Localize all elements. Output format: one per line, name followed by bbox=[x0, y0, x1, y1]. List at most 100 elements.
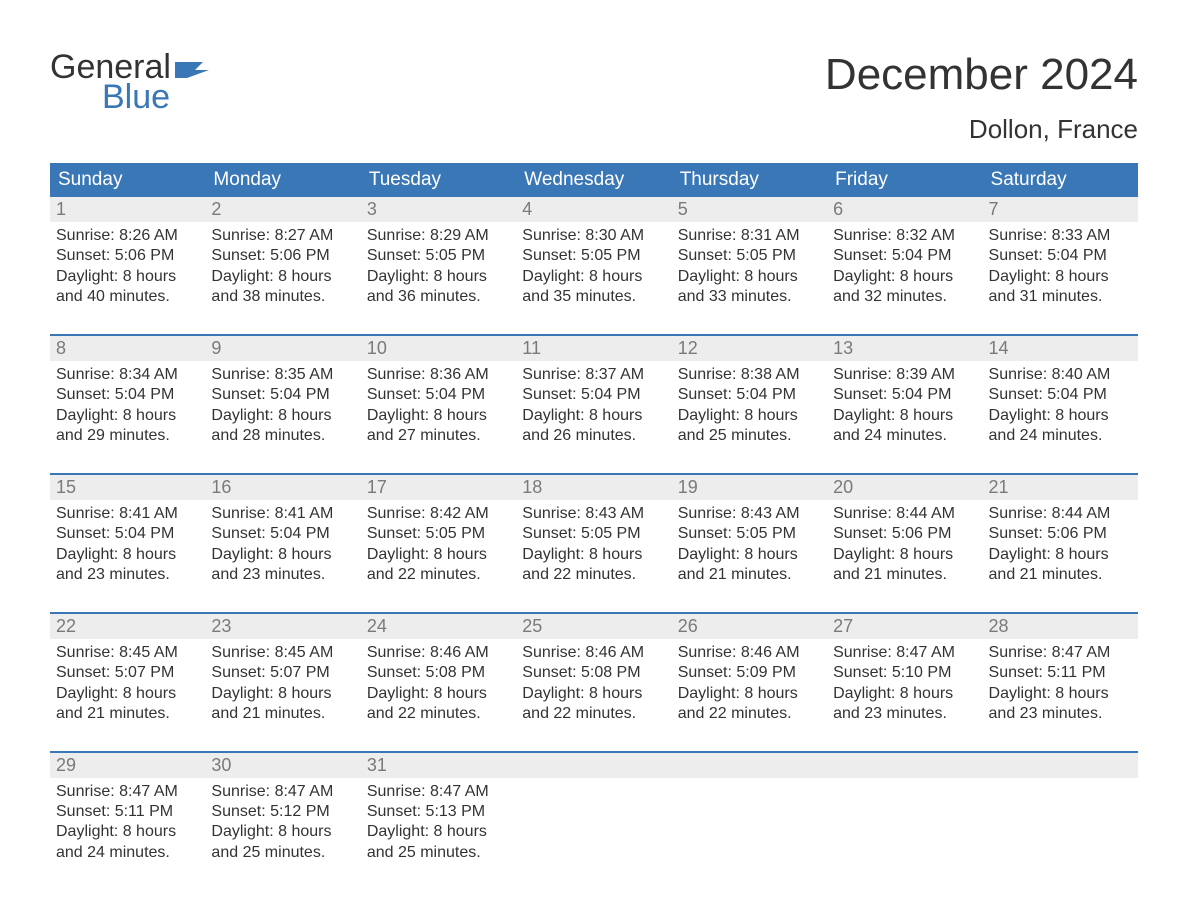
day-sunrise: Sunrise: 8:34 AM bbox=[56, 365, 199, 385]
day-detail bbox=[672, 778, 827, 848]
day-number bbox=[983, 753, 1138, 778]
day-daylight1: Daylight: 8 hours bbox=[367, 545, 510, 565]
day-sunrise: Sunrise: 8:30 AM bbox=[522, 226, 665, 246]
day-number: 13 bbox=[827, 336, 982, 361]
day-number: 30 bbox=[205, 753, 360, 778]
day-number: 5 bbox=[672, 197, 827, 222]
day-sunset: Sunset: 5:05 PM bbox=[522, 246, 665, 266]
day-detail bbox=[983, 778, 1138, 848]
day-daylight2: and 21 minutes. bbox=[56, 704, 199, 724]
day-sunrise: Sunrise: 8:42 AM bbox=[367, 504, 510, 524]
day-detail: Sunrise: 8:45 AMSunset: 5:07 PMDaylight:… bbox=[50, 639, 205, 725]
calendar-week: 15Sunrise: 8:41 AMSunset: 5:04 PMDayligh… bbox=[50, 473, 1138, 594]
day-detail: Sunrise: 8:33 AMSunset: 5:04 PMDaylight:… bbox=[983, 222, 1138, 308]
day-sunrise: Sunrise: 8:47 AM bbox=[833, 643, 976, 663]
day-sunrise: Sunrise: 8:43 AM bbox=[522, 504, 665, 524]
calendar-day-cell: 7Sunrise: 8:33 AMSunset: 5:04 PMDaylight… bbox=[983, 197, 1138, 316]
day-sunset: Sunset: 5:07 PM bbox=[56, 663, 199, 683]
day-daylight2: and 22 minutes. bbox=[678, 704, 821, 724]
calendar-day-cell: 27Sunrise: 8:47 AMSunset: 5:10 PMDayligh… bbox=[827, 614, 982, 733]
day-sunrise: Sunrise: 8:46 AM bbox=[367, 643, 510, 663]
day-sunset: Sunset: 5:05 PM bbox=[678, 246, 821, 266]
calendar-day-cell bbox=[827, 753, 982, 872]
day-daylight2: and 25 minutes. bbox=[211, 843, 354, 863]
day-detail: Sunrise: 8:39 AMSunset: 5:04 PMDaylight:… bbox=[827, 361, 982, 447]
calendar-day-cell: 16Sunrise: 8:41 AMSunset: 5:04 PMDayligh… bbox=[205, 475, 360, 594]
day-sunrise: Sunrise: 8:47 AM bbox=[367, 782, 510, 802]
day-daylight2: and 31 minutes. bbox=[989, 287, 1132, 307]
day-detail: Sunrise: 8:44 AMSunset: 5:06 PMDaylight:… bbox=[827, 500, 982, 586]
day-sunrise: Sunrise: 8:31 AM bbox=[678, 226, 821, 246]
day-number: 18 bbox=[516, 475, 671, 500]
calendar-day-cell bbox=[672, 753, 827, 872]
day-daylight1: Daylight: 8 hours bbox=[56, 267, 199, 287]
day-number: 2 bbox=[205, 197, 360, 222]
calendar-day-cell: 22Sunrise: 8:45 AMSunset: 5:07 PMDayligh… bbox=[50, 614, 205, 733]
day-daylight2: and 22 minutes. bbox=[522, 565, 665, 585]
day-number: 20 bbox=[827, 475, 982, 500]
day-sunrise: Sunrise: 8:47 AM bbox=[989, 643, 1132, 663]
day-daylight1: Daylight: 8 hours bbox=[522, 406, 665, 426]
day-sunset: Sunset: 5:05 PM bbox=[522, 524, 665, 544]
logo: General Blue bbox=[50, 50, 209, 114]
day-daylight2: and 25 minutes. bbox=[367, 843, 510, 863]
day-sunset: Sunset: 5:07 PM bbox=[211, 663, 354, 683]
calendar-day-cell: 15Sunrise: 8:41 AMSunset: 5:04 PMDayligh… bbox=[50, 475, 205, 594]
day-detail: Sunrise: 8:42 AMSunset: 5:05 PMDaylight:… bbox=[361, 500, 516, 586]
day-sunset: Sunset: 5:04 PM bbox=[833, 246, 976, 266]
day-detail: Sunrise: 8:32 AMSunset: 5:04 PMDaylight:… bbox=[827, 222, 982, 308]
day-number: 1 bbox=[50, 197, 205, 222]
calendar-week: 29Sunrise: 8:47 AMSunset: 5:11 PMDayligh… bbox=[50, 751, 1138, 872]
day-detail: Sunrise: 8:31 AMSunset: 5:05 PMDaylight:… bbox=[672, 222, 827, 308]
day-number bbox=[516, 753, 671, 778]
day-daylight2: and 24 minutes. bbox=[56, 843, 199, 863]
weekday-header: Thursday bbox=[672, 163, 827, 197]
day-sunset: Sunset: 5:05 PM bbox=[678, 524, 821, 544]
day-sunrise: Sunrise: 8:46 AM bbox=[678, 643, 821, 663]
calendar-day-cell: 9Sunrise: 8:35 AMSunset: 5:04 PMDaylight… bbox=[205, 336, 360, 455]
calendar-day-cell: 29Sunrise: 8:47 AMSunset: 5:11 PMDayligh… bbox=[50, 753, 205, 872]
day-daylight2: and 33 minutes. bbox=[678, 287, 821, 307]
calendar-day-cell: 21Sunrise: 8:44 AMSunset: 5:06 PMDayligh… bbox=[983, 475, 1138, 594]
day-detail: Sunrise: 8:47 AMSunset: 5:11 PMDaylight:… bbox=[50, 778, 205, 864]
day-number: 31 bbox=[361, 753, 516, 778]
day-number: 22 bbox=[50, 614, 205, 639]
calendar-day-cell: 28Sunrise: 8:47 AMSunset: 5:11 PMDayligh… bbox=[983, 614, 1138, 733]
day-detail: Sunrise: 8:47 AMSunset: 5:11 PMDaylight:… bbox=[983, 639, 1138, 725]
header-area: General Blue December 2024 Dollon, Franc… bbox=[50, 50, 1138, 145]
weekday-header-row: Sunday Monday Tuesday Wednesday Thursday… bbox=[50, 163, 1138, 197]
day-number: 19 bbox=[672, 475, 827, 500]
day-detail: Sunrise: 8:43 AMSunset: 5:05 PMDaylight:… bbox=[516, 500, 671, 586]
day-sunrise: Sunrise: 8:32 AM bbox=[833, 226, 976, 246]
day-daylight2: and 23 minutes. bbox=[989, 704, 1132, 724]
day-number: 3 bbox=[361, 197, 516, 222]
day-detail: Sunrise: 8:43 AMSunset: 5:05 PMDaylight:… bbox=[672, 500, 827, 586]
day-sunset: Sunset: 5:06 PM bbox=[56, 246, 199, 266]
calendar-day-cell: 26Sunrise: 8:46 AMSunset: 5:09 PMDayligh… bbox=[672, 614, 827, 733]
day-detail: Sunrise: 8:46 AMSunset: 5:08 PMDaylight:… bbox=[516, 639, 671, 725]
day-sunset: Sunset: 5:04 PM bbox=[678, 385, 821, 405]
day-daylight1: Daylight: 8 hours bbox=[989, 684, 1132, 704]
day-daylight1: Daylight: 8 hours bbox=[678, 684, 821, 704]
calendar-day-cell: 24Sunrise: 8:46 AMSunset: 5:08 PMDayligh… bbox=[361, 614, 516, 733]
day-daylight1: Daylight: 8 hours bbox=[522, 267, 665, 287]
day-daylight2: and 22 minutes. bbox=[522, 704, 665, 724]
calendar-day-cell bbox=[516, 753, 671, 872]
day-daylight2: and 23 minutes. bbox=[56, 565, 199, 585]
day-daylight2: and 35 minutes. bbox=[522, 287, 665, 307]
day-number: 21 bbox=[983, 475, 1138, 500]
day-sunrise: Sunrise: 8:27 AM bbox=[211, 226, 354, 246]
day-daylight2: and 27 minutes. bbox=[367, 426, 510, 446]
day-detail: Sunrise: 8:35 AMSunset: 5:04 PMDaylight:… bbox=[205, 361, 360, 447]
day-detail: Sunrise: 8:44 AMSunset: 5:06 PMDaylight:… bbox=[983, 500, 1138, 586]
day-sunset: Sunset: 5:06 PM bbox=[211, 246, 354, 266]
day-daylight1: Daylight: 8 hours bbox=[367, 267, 510, 287]
day-sunset: Sunset: 5:04 PM bbox=[56, 385, 199, 405]
day-number: 4 bbox=[516, 197, 671, 222]
day-sunrise: Sunrise: 8:33 AM bbox=[989, 226, 1132, 246]
day-daylight1: Daylight: 8 hours bbox=[211, 545, 354, 565]
day-detail bbox=[827, 778, 982, 848]
day-daylight1: Daylight: 8 hours bbox=[833, 684, 976, 704]
day-detail: Sunrise: 8:37 AMSunset: 5:04 PMDaylight:… bbox=[516, 361, 671, 447]
day-sunset: Sunset: 5:04 PM bbox=[833, 385, 976, 405]
